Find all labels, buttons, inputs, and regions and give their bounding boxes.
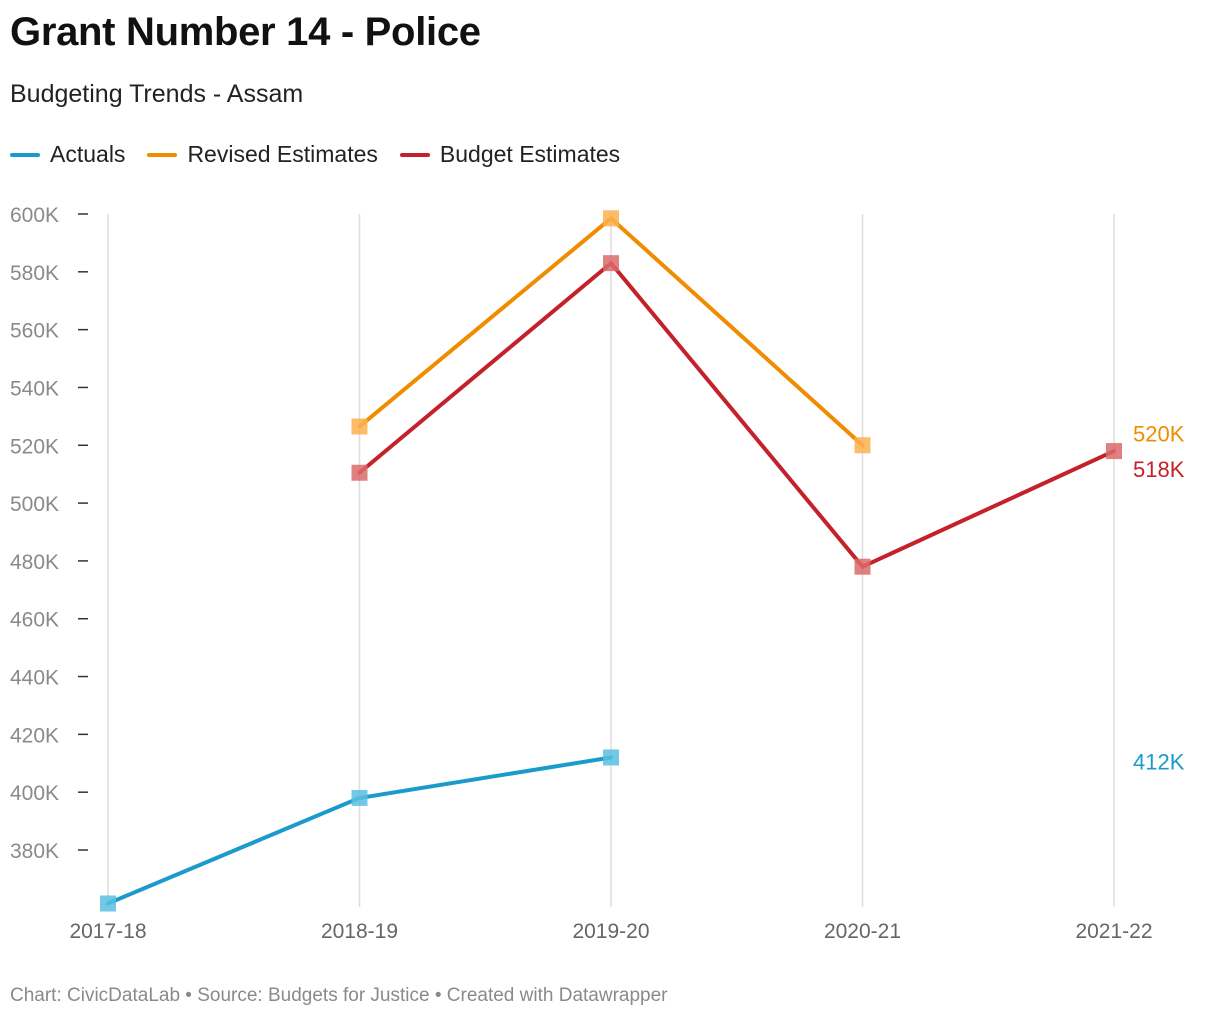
data-point-budget-estimates bbox=[1106, 443, 1122, 460]
x-tick-label: 2018-19 bbox=[321, 920, 398, 943]
line-chart: 380K 400K 420K 440K 460K 480K 500K 520K 540K 560K… bbox=[10, 204, 1185, 943]
end-label-actuals: 412K bbox=[1133, 749, 1185, 774]
data-point-revised-estimates bbox=[603, 210, 619, 227]
end-label-revised-estimates: 520K bbox=[1133, 421, 1185, 446]
chart-subtitle: Budgeting Trends - Assam bbox=[10, 80, 304, 108]
x-axis: 2017-18 2018-19 2019-20 2020-21 2021-22 bbox=[69, 920, 1152, 943]
y-tick-label: 480K bbox=[10, 551, 59, 574]
y-axis: 380K 400K 420K 440K 460K 480K 500K 520K 540K 560K… bbox=[10, 204, 88, 863]
data-point-budget-estimates bbox=[351, 464, 368, 481]
data-point-revised-estimates bbox=[854, 437, 871, 454]
x-tick-label: 2020-21 bbox=[824, 920, 901, 943]
y-tick-label: 600K bbox=[10, 204, 59, 227]
legend: Actuals Revised Estimates Budget Estimat… bbox=[10, 141, 620, 168]
series-budget-estimates: 518K bbox=[351, 255, 1185, 575]
y-tick-label: 500K bbox=[10, 493, 59, 516]
y-tick-label: 440K bbox=[10, 667, 59, 690]
legend-label-revised-estimates: Revised Estimates bbox=[187, 141, 378, 167]
y-tick-label: 560K bbox=[10, 320, 59, 343]
series-actuals: 412K bbox=[100, 749, 1185, 912]
data-point-budget-estimates bbox=[854, 558, 871, 575]
y-tick-label: 420K bbox=[10, 724, 59, 747]
legend-swatch-actuals bbox=[10, 152, 40, 157]
chart-footer-credits: Chart: CivicDataLab • Source: Budgets fo… bbox=[10, 985, 668, 1006]
y-tick-label: 540K bbox=[10, 377, 59, 400]
legend-item-actuals: Actuals bbox=[10, 141, 125, 168]
y-tick-label: 400K bbox=[10, 782, 59, 805]
data-point-revised-estimates bbox=[351, 418, 368, 435]
series-line-budget-estimates bbox=[357, 261, 1116, 569]
x-tick-label: 2021-22 bbox=[1075, 920, 1152, 943]
legend-item-revised-estimates: Revised Estimates bbox=[147, 141, 378, 168]
legend-swatch-budget-estimates bbox=[399, 152, 430, 157]
legend-item-budget-estimates: Budget Estimates bbox=[399, 141, 621, 168]
data-point-actuals bbox=[100, 895, 116, 912]
chart-title: Grant Number 14 - Police bbox=[10, 10, 481, 54]
x-tick-label: 2017-18 bbox=[69, 920, 146, 943]
end-label-budget-estimates: 518K bbox=[1133, 457, 1185, 482]
legend-swatch-revised-estimates bbox=[147, 152, 178, 157]
data-point-actuals bbox=[351, 789, 368, 806]
y-tick-label: 380K bbox=[10, 840, 59, 863]
series-revised-estimates: 520K bbox=[351, 210, 1185, 454]
data-point-budget-estimates bbox=[603, 255, 619, 272]
y-tick-label: 460K bbox=[10, 609, 59, 632]
data-point-actuals bbox=[603, 749, 619, 766]
x-tick-label: 2019-20 bbox=[572, 920, 649, 943]
y-tick-label: 520K bbox=[10, 435, 59, 458]
legend-label-budget-estimates: Budget Estimates bbox=[439, 141, 621, 167]
grid-lines bbox=[107, 214, 1115, 907]
legend-label-actuals: Actuals bbox=[50, 141, 126, 167]
y-tick-label: 580K bbox=[10, 262, 59, 285]
